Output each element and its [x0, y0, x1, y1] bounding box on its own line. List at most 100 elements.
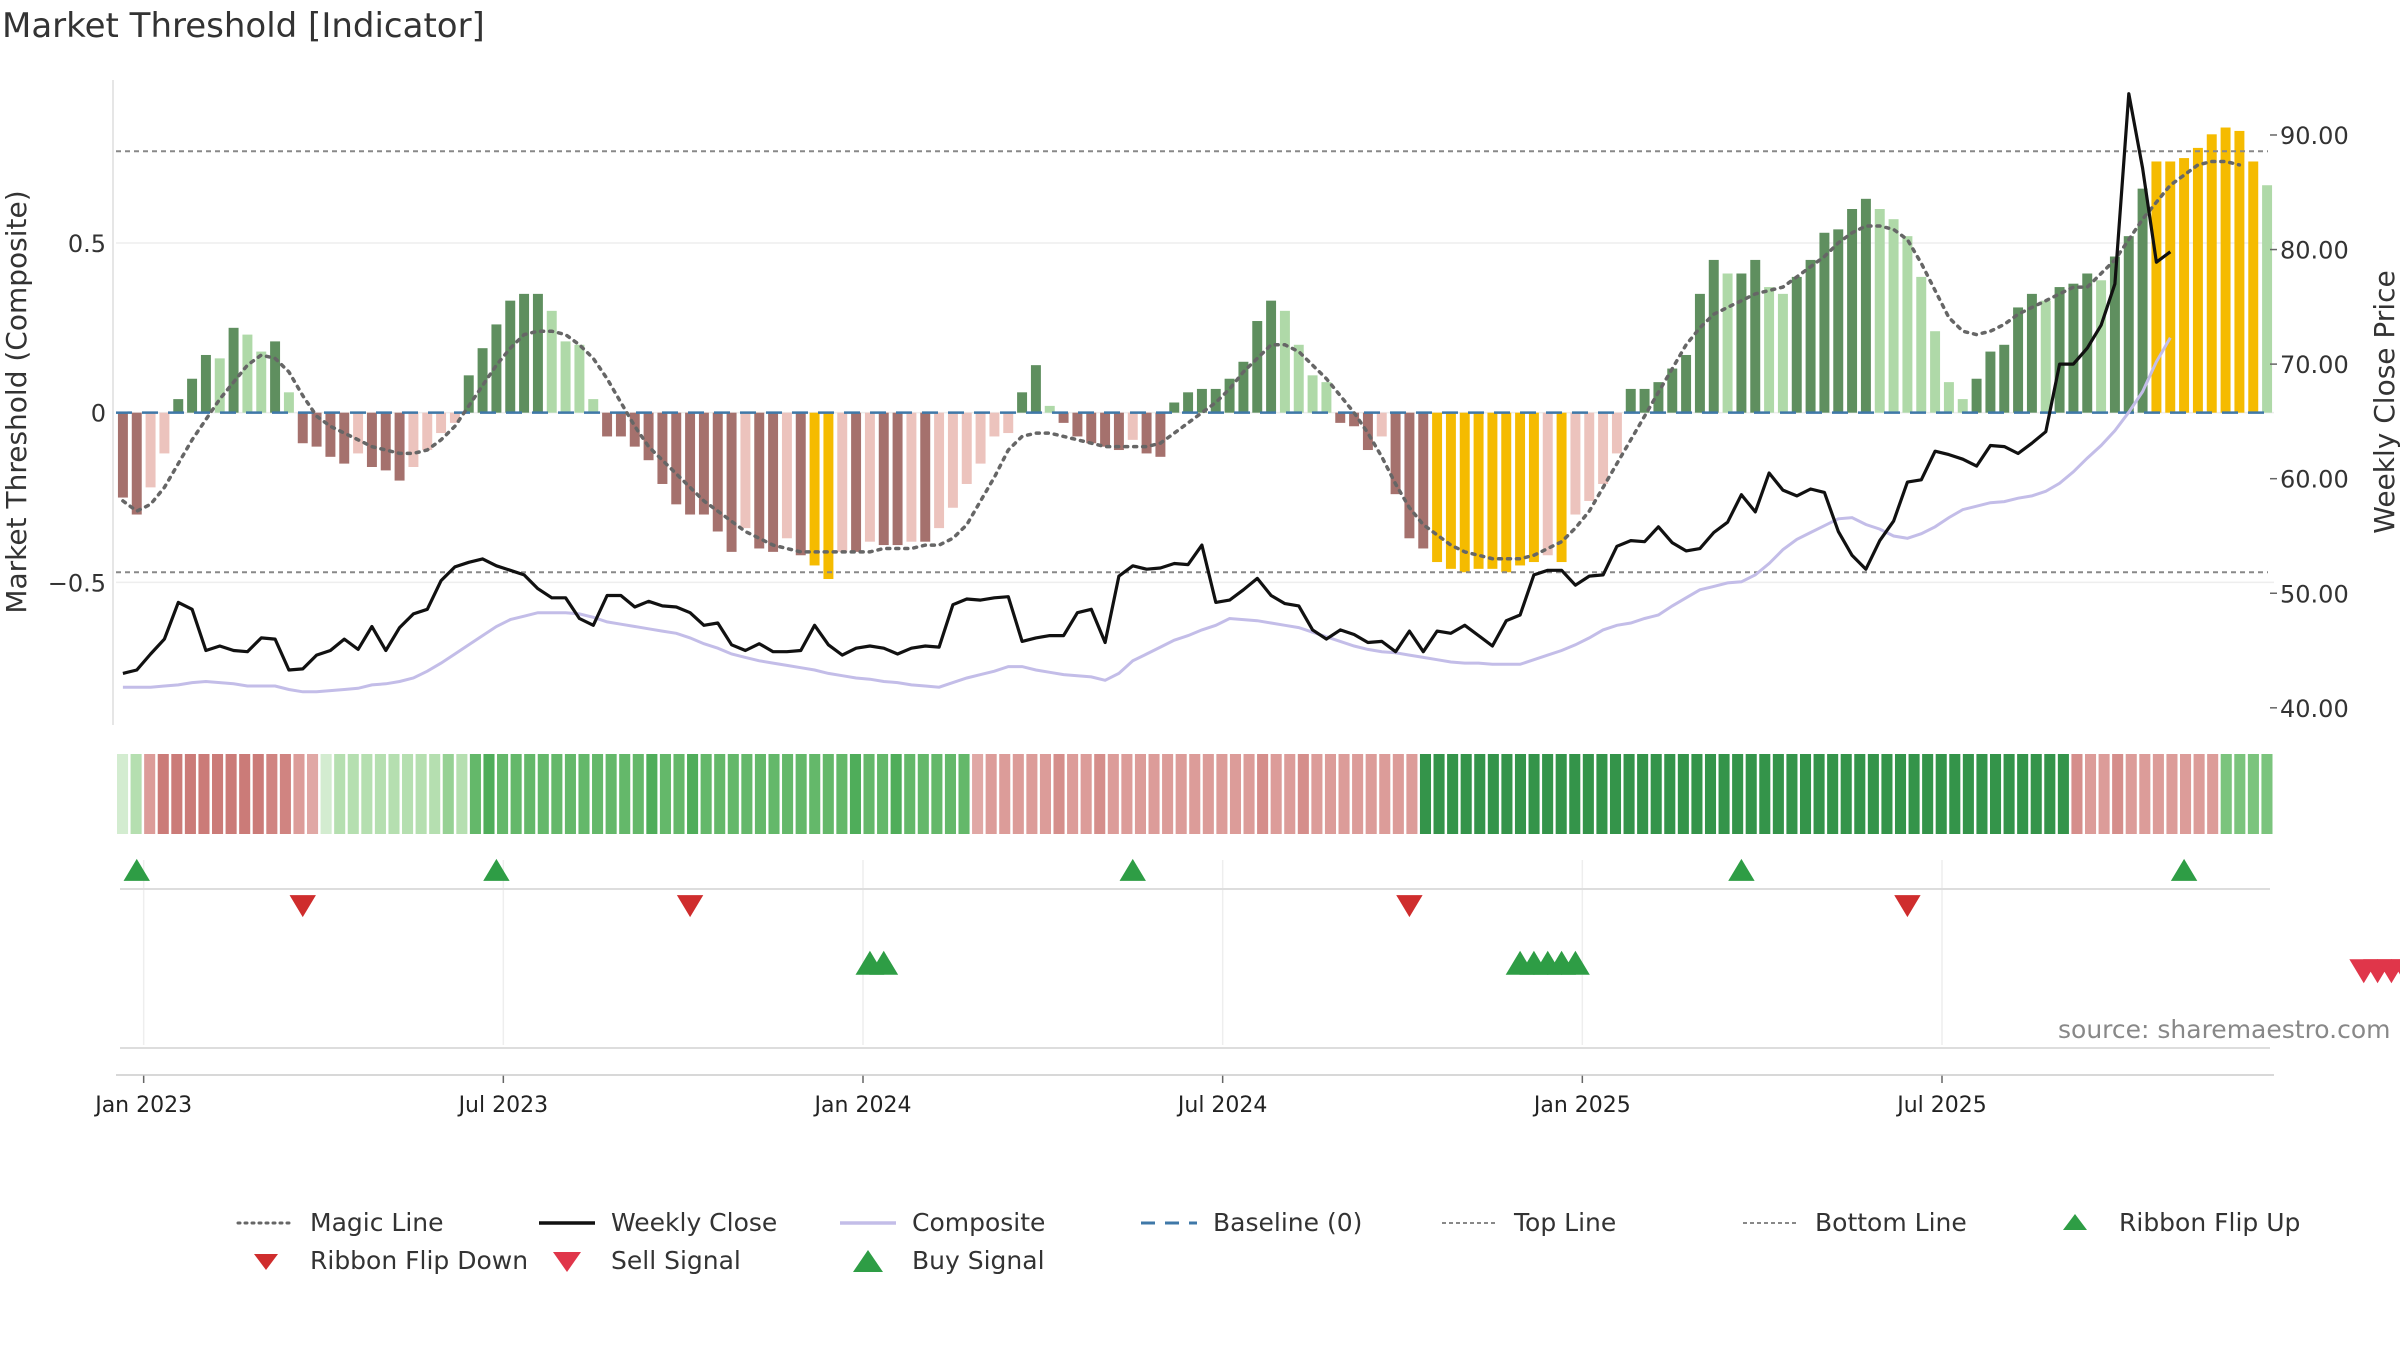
ribbon-cell — [442, 754, 454, 834]
x-tick-label: Jan 2024 — [813, 1093, 912, 1118]
ribbon-cell — [1664, 754, 1676, 834]
composite-bar — [1473, 412, 1484, 569]
ribbon-cell — [537, 754, 549, 834]
ribbon-cell — [1840, 754, 1852, 834]
composite-bar — [1556, 412, 1567, 563]
composite-bar — [2054, 287, 2065, 413]
ribbon-cell — [741, 754, 753, 834]
composite-bar — [1418, 412, 1429, 549]
ribbon-cell — [687, 754, 699, 834]
ribbon-cell — [2030, 754, 2042, 834]
composite-bar — [989, 412, 1000, 437]
ribbon-cell — [754, 754, 766, 834]
composite-bar — [1694, 293, 1705, 413]
ribbon-cell — [361, 754, 373, 834]
composite-bar — [1086, 412, 1097, 444]
composite-bar — [1113, 412, 1124, 451]
composite-bar — [1349, 412, 1360, 427]
ribbon-cell — [2139, 754, 2151, 834]
x-tick-label: Jul 2025 — [1895, 1093, 1987, 1118]
ribbon-cell — [999, 754, 1011, 834]
composite-bar — [615, 412, 626, 437]
composite-bar — [1169, 402, 1180, 413]
triangle-up-icon — [2063, 1213, 2087, 1230]
series-lines — [116, 92, 2274, 694]
composite-line-icon — [840, 1220, 896, 1225]
composite-bar — [1860, 198, 1871, 413]
x-tick-label: Jul 2024 — [1176, 1093, 1268, 1118]
ribbon-cell — [347, 754, 359, 834]
right-tick-label: 40.00 — [2280, 695, 2349, 723]
composite-bar — [920, 412, 931, 542]
composite-bar — [1902, 236, 1913, 413]
ribbon-cell — [1854, 754, 1866, 834]
ribbon-cell — [605, 754, 617, 834]
composite-bar — [1432, 412, 1443, 563]
ribbon-cell — [551, 754, 563, 834]
ribbon-cell — [1039, 754, 1051, 834]
ribbon-cell — [1596, 754, 1608, 834]
ribbon-flip-down-marker — [289, 895, 316, 918]
ribbon-cell — [1257, 754, 1269, 834]
composite-bar — [270, 341, 281, 413]
composite-bar — [657, 412, 668, 484]
composite-bar — [1100, 412, 1111, 447]
ribbon-cell — [1012, 754, 1024, 834]
ribbon-flip-down-marker — [676, 895, 704, 918]
ribbon-cell — [1297, 754, 1309, 834]
dotted-line-icon — [236, 1221, 296, 1224]
ribbon-cell — [958, 754, 970, 834]
composite-bar — [1971, 378, 1982, 413]
composite-bar — [1196, 388, 1207, 413]
ribbon-cell — [307, 754, 319, 834]
ribbon-cell — [2166, 754, 2178, 834]
buy-signal-marker — [1561, 950, 1590, 975]
legend-label: Ribbon Flip Up — [2119, 1208, 2301, 1237]
composite-bar — [353, 412, 364, 454]
grid-layer — [116, 242, 2274, 1045]
ribbon-strip — [117, 754, 2273, 834]
ribbon-cell — [1813, 754, 1825, 834]
ribbon-cell — [1080, 754, 1092, 834]
ribbon-cell — [1691, 754, 1703, 834]
composite-bar — [1888, 219, 1899, 413]
composite-bar — [311, 412, 322, 447]
ribbon-cell — [1894, 754, 1907, 834]
composite-bar — [2206, 134, 2217, 413]
ribbon-cell — [822, 754, 834, 834]
ribbon-cell — [2057, 754, 2069, 834]
composite-bar — [1003, 412, 1014, 434]
composite-bar — [1777, 293, 1788, 413]
composite-bar — [1279, 310, 1290, 413]
composite-bar — [1736, 273, 1747, 413]
ribbon-cell — [836, 754, 848, 834]
ribbon-cell — [212, 754, 224, 834]
composite-bar — [1542, 412, 1553, 556]
ribbon-cell — [659, 754, 671, 834]
composite-bar — [2068, 283, 2079, 413]
ribbon-cell — [1949, 754, 1961, 834]
ribbon-cell — [293, 754, 305, 834]
composite-bar — [1044, 405, 1055, 413]
ribbon-cell — [1867, 754, 1879, 834]
ribbon-cell — [225, 754, 237, 834]
ribbon-cell — [1094, 754, 1106, 834]
composite-bar — [1335, 412, 1346, 423]
composite-bar — [187, 378, 198, 413]
composite-bar — [1847, 209, 1858, 413]
composite-bar — [1528, 412, 1539, 563]
composite-bar — [726, 412, 737, 552]
composite-bar — [1639, 388, 1650, 413]
composite-bar — [1127, 412, 1138, 440]
composite-bar — [2096, 280, 2107, 413]
ribbon-cell — [1243, 754, 1255, 834]
composite-bar — [768, 412, 779, 552]
ribbon-cell — [2193, 754, 2205, 834]
ribbon-cell — [944, 754, 956, 834]
composite-bar — [588, 399, 599, 413]
ribbon-cell — [1053, 754, 1065, 834]
ribbon-cell — [2234, 754, 2246, 834]
composite-bar — [1584, 412, 1595, 501]
composite-bar — [1943, 382, 1954, 413]
